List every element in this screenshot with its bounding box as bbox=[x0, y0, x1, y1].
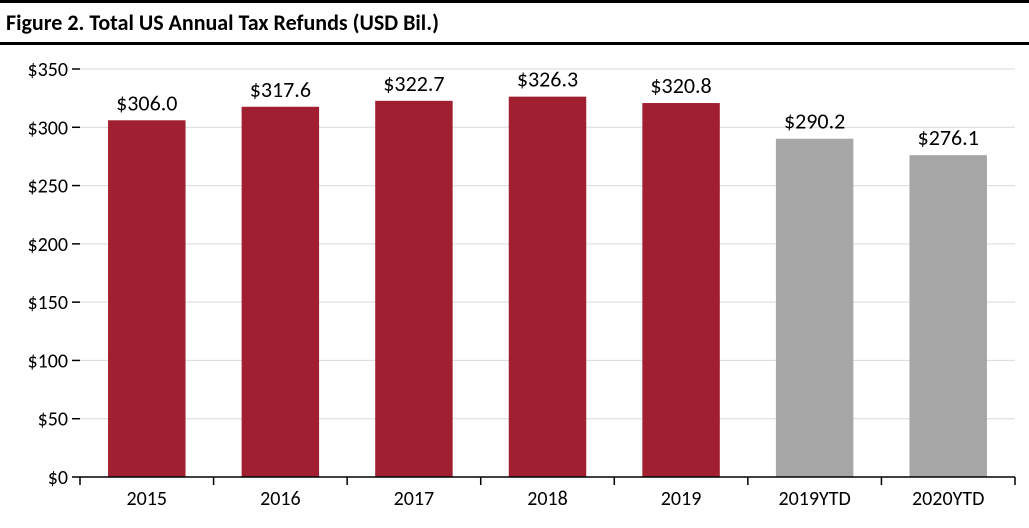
bar-value-label: $322.7 bbox=[383, 70, 444, 97]
y-tick-label: $0 bbox=[48, 466, 68, 490]
bar bbox=[509, 97, 586, 477]
category-label: 2015 bbox=[127, 487, 168, 511]
bar bbox=[642, 103, 719, 477]
category-label: 2019YTD bbox=[778, 487, 850, 511]
bar bbox=[242, 107, 319, 477]
bar-chart: $0 $50 $100 $150 $200 $250 $300 $350 $306.0 $317.… bbox=[0, 45, 1029, 527]
bar-value-label: $326.3 bbox=[517, 66, 578, 93]
bar bbox=[909, 155, 986, 477]
y-tick-label: $150 bbox=[27, 291, 68, 315]
y-tick-label: $50 bbox=[38, 408, 68, 432]
figure-title: Figure 2. Total US Annual Tax Refunds (U… bbox=[6, 9, 1023, 36]
x-tick-marks bbox=[80, 477, 1015, 485]
figure-container: Figure 2. Total US Annual Tax Refunds (U… bbox=[0, 0, 1029, 528]
category-label: 2020YTD bbox=[912, 487, 984, 511]
bar-value-label: $306.0 bbox=[116, 89, 177, 116]
category-label: 2017 bbox=[394, 487, 435, 511]
category-labels: 2015 2016 2017 2018 2019 2019YTD 2020YTD bbox=[127, 487, 985, 511]
bar-value-label: $317.6 bbox=[250, 76, 311, 103]
y-tick-label: $100 bbox=[27, 349, 68, 373]
y-tick-label: $250 bbox=[27, 175, 68, 199]
y-tick-marks bbox=[72, 69, 80, 477]
bar bbox=[108, 120, 185, 477]
category-label: 2018 bbox=[527, 487, 568, 511]
y-tick-label: $200 bbox=[27, 233, 68, 257]
bar-value-label: $276.1 bbox=[918, 124, 979, 151]
y-tick-labels: $0 $50 $100 $150 $200 $250 $300 $350 bbox=[27, 58, 68, 490]
category-label: 2016 bbox=[260, 487, 301, 511]
bar bbox=[375, 101, 452, 477]
y-tick-label: $350 bbox=[27, 58, 68, 82]
bars bbox=[108, 97, 987, 477]
bar-value-label: $290.2 bbox=[784, 108, 845, 135]
bar-value-label: $320.8 bbox=[650, 72, 711, 99]
y-tick-label: $300 bbox=[27, 116, 68, 140]
bar bbox=[776, 139, 853, 477]
figure-title-bar: Figure 2. Total US Annual Tax Refunds (U… bbox=[0, 0, 1029, 45]
chart-area: $0 $50 $100 $150 $200 $250 $300 $350 $306.0 $317.… bbox=[0, 45, 1029, 527]
category-label: 2019 bbox=[661, 487, 702, 511]
